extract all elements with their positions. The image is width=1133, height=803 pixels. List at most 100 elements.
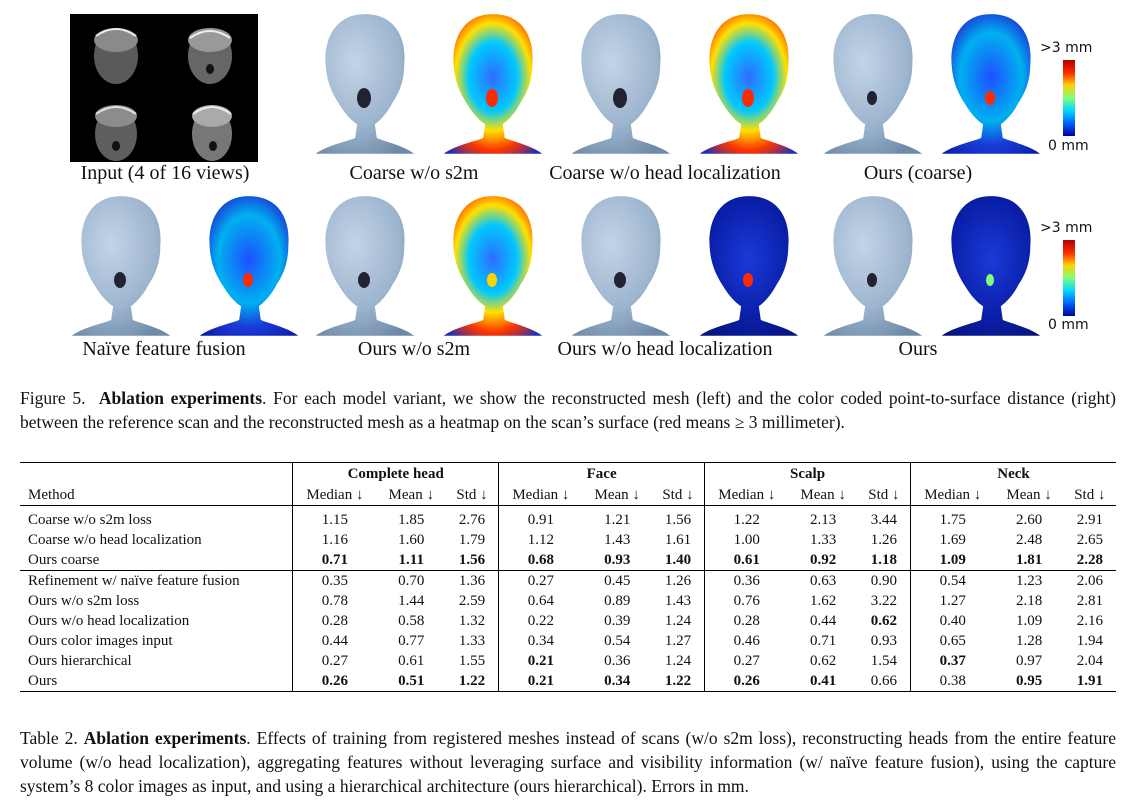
figure-5: Input (4 of 16 views) Coarse w/o s2m Coa… (0, 0, 1133, 370)
mesh-ours-wo-s2m (306, 190, 424, 338)
table-row: Coarse w/o s2m loss 1.15 1.85 2.76 0.91 1.21 1… (20, 510, 1116, 530)
value-cell: 0.21 (498, 651, 583, 671)
value-cell: 1.43 (604, 531, 631, 548)
mesh-naive-feature-fusion (62, 190, 180, 338)
value-cell: 1.69 (910, 530, 995, 550)
method-header: Method (20, 485, 293, 506)
value-cell: 0.78 (292, 591, 377, 611)
value-text: 0.37 (939, 652, 966, 669)
value-cell: 0.77 (398, 632, 425, 649)
value-text: 0.93 (604, 551, 631, 568)
value-cell: 0.40 (910, 611, 995, 631)
value-text: 0.95 (1015, 672, 1043, 689)
value-text: 0.21 (527, 672, 554, 689)
subheader: Median ↓ (292, 485, 377, 506)
value-cell: 1.26 (651, 570, 705, 591)
method-cell: Ours hierarchical (28, 652, 132, 669)
value-text: 1.22 (664, 672, 692, 689)
value-cell: 0.44 (810, 612, 837, 629)
label-coarse-wo-head-localization: Coarse w/o head localization (549, 162, 781, 184)
value-text: 1.18 (870, 551, 898, 568)
value-text: 1.91 (1076, 672, 1103, 689)
value-cell: 1.18 (858, 550, 911, 571)
value-cell: 2.48 (1015, 531, 1043, 548)
table-caption-prefix: Table 2. (20, 728, 78, 748)
method-cell: Ours coarse (28, 551, 100, 568)
label-input: Input (4 of 16 views) (80, 162, 250, 184)
table-caption-bold: Ablation experiments (83, 728, 247, 748)
value-cell: 0.71 (292, 550, 377, 571)
figure-caption: Figure 5. Ablation experiments. For each… (20, 386, 1116, 434)
value-cell: 3.44 (870, 511, 898, 528)
value-cell: 0.90 (857, 570, 911, 591)
value-cell: 0.28 (704, 611, 789, 631)
value-cell: 0.89 (604, 592, 631, 609)
subheader: Median ↓ (498, 485, 583, 506)
value-cell: 2.28 (1064, 550, 1116, 571)
table-row: Ours 0.26 0.51 1.22 0.21 0.34 1.22 0.26 0.41 0.66… (20, 671, 1116, 692)
value-cell: 0.27 (292, 651, 377, 671)
value-text: 0.21 (527, 652, 554, 669)
value-text: 1.56 (458, 551, 486, 568)
value-cell: 0.21 (498, 671, 583, 692)
value-cell: 1.09 (910, 550, 995, 571)
value-cell: 0.66 (857, 671, 911, 692)
value-cell: 0.54 (604, 632, 631, 649)
value-text: 0.26 (733, 672, 760, 689)
value-cell: 2.04 (1076, 652, 1103, 669)
value-cell: 0.65 (910, 631, 995, 651)
value-cell: 2.06 (1063, 570, 1116, 591)
value-cell: 0.36 (604, 652, 631, 669)
value-cell: 1.22 (651, 671, 705, 692)
value-cell: 1.79 (458, 531, 486, 548)
value-text: 1.81 (1015, 551, 1043, 568)
value-cell: 0.34 (582, 671, 652, 692)
value-cell: 0.95 (994, 671, 1064, 692)
heatmap-coarse-wo-head-localization (690, 8, 808, 156)
input-view-3 (70, 88, 164, 162)
figure-caption-prefix: Figure 5. (20, 388, 86, 408)
value-cell: 1.00 (704, 530, 789, 550)
group-face: Face (498, 462, 705, 485)
value-cell: 1.61 (664, 531, 692, 548)
method-cell: Coarse w/o s2m loss (28, 511, 152, 528)
value-cell: 0.27 (498, 570, 583, 591)
value-cell: 2.81 (1076, 592, 1103, 609)
value-cell: 1.27 (910, 591, 995, 611)
value-cell: 1.75 (910, 510, 995, 530)
value-cell: 0.51 (376, 671, 446, 692)
heatmap-ours-wo-s2m (434, 190, 552, 338)
figure-caption-text: . For each model variant, we show the re… (20, 388, 1116, 432)
value-cell: 0.36 (704, 570, 789, 591)
input-views-grid (70, 14, 258, 162)
value-cell: 0.26 (292, 671, 377, 692)
colorbar-2 (1063, 240, 1075, 316)
value-text: 1.11 (398, 551, 424, 568)
value-cell: 0.38 (910, 671, 995, 692)
value-cell: 1.22 (704, 510, 789, 530)
value-cell: 0.93 (870, 632, 898, 649)
value-cell: 1.27 (664, 632, 692, 649)
value-cell: 0.62 (810, 652, 837, 669)
heatmap-coarse-wo-s2m (434, 8, 552, 156)
value-cell: 1.09 (1015, 612, 1043, 629)
subheader: Mean ↓ (376, 485, 446, 506)
value-cell: 0.46 (704, 631, 789, 651)
value-cell: 2.13 (810, 511, 837, 528)
value-cell: 0.45 (582, 570, 652, 591)
value-cell: 1.44 (398, 592, 425, 609)
heatmap-naive-feature-fusion (190, 190, 308, 338)
method-cell: Coarse w/o head localization (28, 531, 202, 548)
method-cell: Ours w/o s2m loss (28, 592, 140, 609)
value-cell: 1.33 (810, 531, 837, 548)
value-cell: 1.55 (458, 652, 486, 669)
colorbar-top-label-2: >3 mm (1040, 220, 1093, 236)
method-cell: Ours (20, 671, 293, 692)
table-body: Coarse w/o s2m loss 1.15 1.85 2.76 0.91 1.21 1… (20, 505, 1116, 692)
value-cell: 1.15 (292, 510, 377, 530)
value-text: 0.26 (321, 672, 349, 689)
value-cell: 0.22 (498, 611, 583, 631)
value-text: 0.41 (810, 672, 837, 689)
value-cell: 0.70 (376, 570, 446, 591)
value-cell: 0.44 (292, 631, 377, 651)
